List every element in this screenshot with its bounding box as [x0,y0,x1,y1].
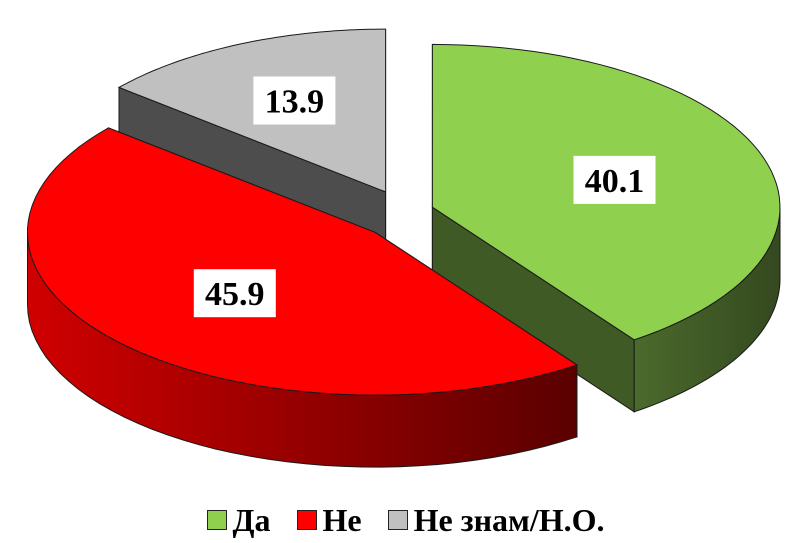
pie-slice-top-no [26,127,579,396]
legend-swatch-dont-know [387,510,408,530]
legend-label-yes: Да [232,501,271,538]
pie-chart: 40.1 45.9 13.9 [26,28,781,468]
data-label-box-yes [573,155,656,204]
data-label-text-no: 45.9 [205,276,265,313]
legend-label-no: Не [322,501,362,538]
data-label-yes: 40.1 [573,155,656,204]
legend-item-no: Не [296,501,362,539]
data-label-text-dont-know: 13.9 [265,84,325,121]
legend-swatch-no [296,510,317,530]
legend-label-dont-know: Не знам/Н.О. [413,501,605,538]
pie-slice-no [26,127,579,468]
data-label-dont-know: 13.9 [253,76,336,125]
legend: Да Не Не знам/Н.О. [0,500,811,540]
data-label-box-no [193,269,276,318]
legend-swatch-yes [206,510,227,530]
data-label-text-yes: 40.1 [585,163,645,200]
pie-slice-top-dont-know [117,28,387,193]
legend-item-dont-know: Не знам/Н.О. [387,501,605,539]
legend-item-yes: Да [206,501,271,539]
data-label-no: 45.9 [193,269,276,318]
data-label-box-dont-know [253,76,336,125]
